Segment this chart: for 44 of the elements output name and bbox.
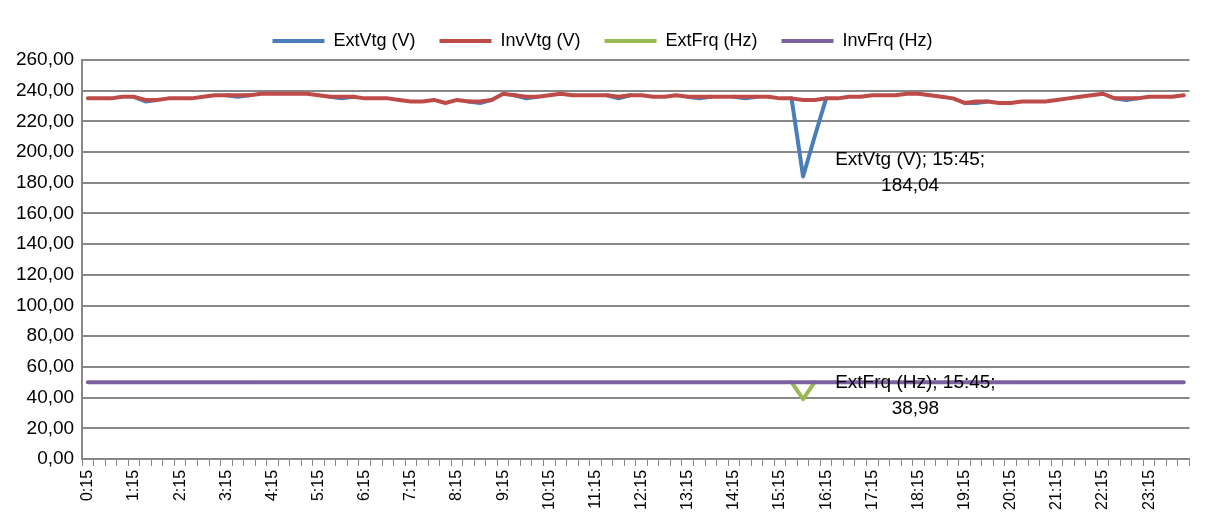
x-tick-label: 12:15: [631, 469, 649, 511]
y-tick-label: 0,00: [37, 447, 75, 469]
legend-label: InvVtg (V): [500, 29, 581, 50]
y-tick-label: 200,00: [15, 140, 75, 162]
y-tick-label: 60,00: [26, 355, 75, 377]
annotation: ExtFrq (Hz); 15:45; 38,98: [835, 371, 996, 419]
legend-label: InvFrq (Hz): [842, 29, 933, 50]
x-tick-label: 4:15: [262, 469, 280, 502]
y-tick-label: 20,00: [26, 416, 75, 438]
x-tick-label: 5:15: [309, 469, 326, 502]
y-tick-label: 180,00: [15, 170, 75, 192]
x-tick-label: 21:15: [1047, 469, 1065, 511]
y-tick-label: 120,00: [15, 263, 75, 285]
y-tick-label: 40,00: [26, 385, 75, 407]
y-tick-label: 220,00: [15, 109, 75, 131]
x-tick-label: 6:15: [355, 469, 373, 502]
x-tick-label: 22:15: [1093, 469, 1111, 511]
x-tick-label: 10:15: [539, 469, 557, 511]
x-tick-label: 0:15: [78, 469, 96, 502]
x-tick-label: 1:15: [124, 469, 142, 502]
x-tick-label: 9:15: [493, 469, 511, 502]
x-tick-label: 13:15: [678, 469, 696, 511]
x-tick-label: 20:15: [1001, 469, 1019, 511]
x-tick-label: 18:15: [908, 469, 926, 511]
y-tick-label: 160,00: [15, 201, 75, 223]
x-tick-label: 17:15: [862, 469, 880, 511]
legend-label: ExtFrq (Hz): [665, 29, 758, 50]
x-tick-label: 11:15: [585, 469, 603, 509]
x-tick-label: 8:15: [447, 469, 465, 502]
x-tick-label: 19:15: [954, 469, 972, 511]
y-tick-label: 140,00: [15, 232, 75, 254]
x-tick-label: 7:15: [401, 469, 419, 502]
y-tick-label: 100,00: [15, 293, 75, 315]
x-tick-label: 15:15: [770, 469, 788, 511]
x-tick-label: 16:15: [816, 469, 834, 511]
x-tick-label: 2:15: [170, 469, 188, 502]
y-tick-label: 260,00: [15, 48, 75, 70]
x-tick-label: 14:15: [724, 469, 742, 511]
x-tick-label: 23:15: [1139, 469, 1157, 511]
y-tick-label: 240,00: [15, 78, 75, 100]
legend-label: ExtVtg (V): [333, 29, 416, 50]
x-tick-label: 3:15: [216, 469, 234, 502]
y-tick-label: 80,00: [26, 324, 75, 346]
annotation: ExtVtg (V); 15:45; 184,04: [835, 147, 986, 195]
